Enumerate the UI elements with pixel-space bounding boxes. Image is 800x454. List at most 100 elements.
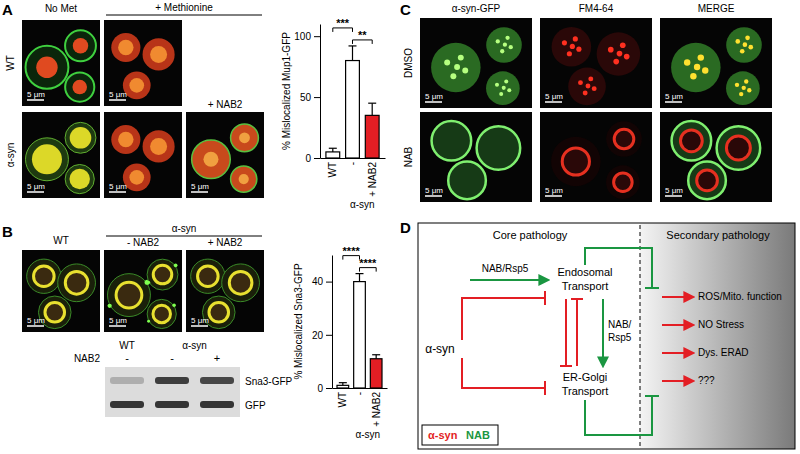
scale-bar <box>109 99 126 101</box>
cell <box>239 174 249 184</box>
micrograph-background <box>186 112 264 198</box>
cell <box>147 299 176 328</box>
scale-bar-label: 5 μm <box>665 186 683 195</box>
cell <box>505 36 509 40</box>
micrograph-background <box>420 112 532 202</box>
cell <box>70 127 92 149</box>
cell <box>203 152 218 167</box>
scale-bar-label: 5 μm <box>109 90 127 99</box>
tick: 0 <box>305 153 320 164</box>
activation-edge <box>662 352 693 354</box>
inhibition-edge <box>462 358 545 388</box>
node-label: Transport <box>562 280 609 292</box>
cell <box>32 144 62 174</box>
cell <box>231 124 259 152</box>
bar-chart: 02040WT-+ NAB2 <box>312 256 388 427</box>
cell <box>551 137 601 187</box>
cell <box>726 27 762 63</box>
tick-label: + NAB2 <box>371 392 382 427</box>
row-header: NAB <box>403 146 414 167</box>
micrograph <box>104 112 182 198</box>
scale-bar <box>545 195 562 197</box>
scale-bar <box>425 101 442 103</box>
tick: - <box>354 388 365 395</box>
inhibition-edge <box>585 248 652 288</box>
blot-treatment: - <box>125 352 129 364</box>
scale-bar-label: 5 μm <box>545 186 563 195</box>
cell <box>432 121 472 161</box>
significance-label: ** <box>358 29 367 41</box>
edge-label: NAB/Rsp5 <box>482 263 529 274</box>
cell <box>672 121 712 161</box>
significance-label: **** <box>359 257 377 269</box>
cell <box>174 263 178 267</box>
cell <box>27 259 61 293</box>
cell <box>65 30 96 61</box>
cell <box>239 132 250 143</box>
node-label: ER-Golgi <box>563 371 608 383</box>
activation-edge <box>662 324 693 326</box>
outcome-label: ROS/Mito. function <box>698 291 782 302</box>
cell <box>72 80 87 95</box>
cell <box>65 271 88 294</box>
micrograph-background <box>22 20 100 106</box>
node-label: Transport <box>562 385 609 397</box>
tick-label: 50 <box>300 92 312 103</box>
cell <box>614 129 634 149</box>
micrograph-background <box>660 112 772 202</box>
inhibition-edge <box>585 396 652 435</box>
cell <box>624 54 630 60</box>
cell <box>172 303 176 307</box>
cell <box>209 303 229 323</box>
axis-title: % Mislocalized Sna3-GFP <box>293 263 304 379</box>
tick-mark <box>314 36 320 37</box>
bar-chart: 050100WT-+ NAB2 <box>294 25 385 197</box>
tick: 0 <box>317 383 332 394</box>
cell <box>614 173 633 192</box>
cell <box>108 304 112 308</box>
micrograph <box>104 20 182 106</box>
cell <box>502 86 506 90</box>
cell <box>73 38 88 53</box>
activation-edge <box>662 296 693 298</box>
tick-label: + NAB2 <box>367 162 378 197</box>
cell <box>444 60 450 66</box>
cell <box>123 164 151 192</box>
cell <box>65 72 94 101</box>
cell <box>147 320 150 323</box>
cell <box>198 266 219 287</box>
cell <box>509 45 513 49</box>
micrograph-background <box>104 112 182 198</box>
cell <box>499 92 503 96</box>
cell <box>231 166 257 192</box>
cell <box>702 67 708 73</box>
micrograph-background <box>186 250 264 332</box>
micrograph-background <box>420 18 532 108</box>
micrograph-background <box>22 112 100 198</box>
blot-band <box>155 377 189 384</box>
column-header: MERGE <box>698 3 735 14</box>
inhibition-head <box>544 291 546 305</box>
tick-label: - <box>347 162 358 165</box>
tick-label: 20 <box>312 330 324 341</box>
scale-bar-label: 5 μm <box>425 92 443 101</box>
micrograph <box>186 112 264 198</box>
outcome-label: ??? <box>698 375 715 386</box>
tick-label: 100 <box>294 31 311 42</box>
outcome-label: Dys. ERAD <box>698 347 749 358</box>
cell <box>222 264 260 302</box>
axis-line <box>320 25 321 159</box>
scale-bar <box>27 325 44 327</box>
error-whisker <box>352 46 353 61</box>
tick-mark <box>314 158 320 159</box>
micrograph <box>22 250 100 332</box>
cell <box>116 282 142 308</box>
cell <box>586 84 591 89</box>
error-bar <box>349 46 357 61</box>
cell <box>620 42 626 48</box>
inhibition-edge <box>576 299 578 366</box>
secondary-background <box>640 223 795 449</box>
header-rule <box>106 15 262 16</box>
bars <box>337 274 382 388</box>
panel-label: A <box>2 1 13 18</box>
